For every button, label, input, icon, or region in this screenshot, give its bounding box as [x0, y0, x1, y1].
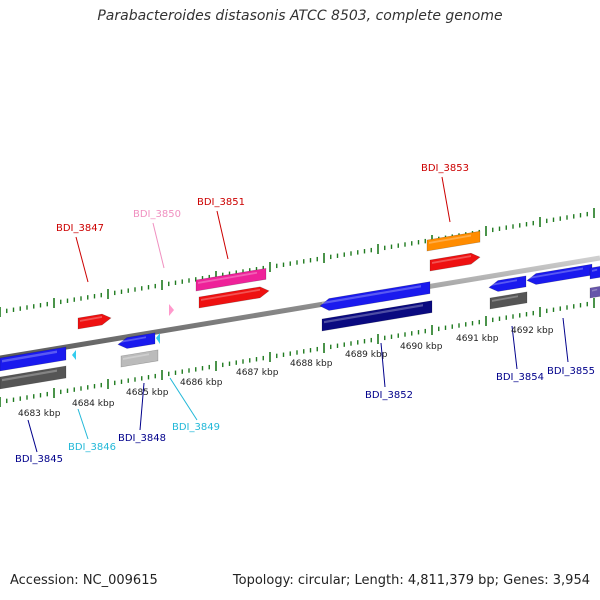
accession-label: Accession: NC_009615: [10, 573, 158, 588]
gene-feature-bdi-3850[interactable]: [169, 304, 174, 316]
gene-feature-bdi-3846[interactable]: [72, 350, 76, 360]
gene-feature-edge-track[interactable]: [589, 286, 600, 299]
gene-label-bdi-3854[interactable]: BDI_3854: [496, 372, 544, 383]
callout-bdi-3848: [139, 382, 145, 431]
scale-label: 4691 kbp: [456, 334, 499, 344]
gene-feature-bdi-3852[interactable]: [319, 281, 431, 311]
gene-feature-bdi-3854[interactable]: [488, 275, 527, 292]
gene-label-bdi-3852[interactable]: BDI_3852: [365, 390, 413, 401]
gene-callouts: [27, 176, 569, 453]
gene-labels: BDI_3845 BDI_3846 BDI_3847 BDI_3848 BDI_…: [15, 163, 595, 465]
callout-bdi-3847: [75, 236, 89, 283]
callout-bdi-3851: [216, 210, 229, 260]
scale-label: 4683 kbp: [18, 409, 61, 419]
gene-label-bdi-3845[interactable]: BDI_3845: [15, 454, 63, 465]
callout-bdi-3853: [441, 176, 451, 223]
scale-labels: 4683 kbp 4684 kbp 4685 kbp 4686 kbp 4687…: [18, 326, 554, 419]
callout-bdi-3845: [27, 419, 38, 453]
scale-label: 4690 kbp: [400, 342, 443, 352]
genome-backbone: [0, 255, 600, 361]
map-title: Parabacteroides distasonis ATCC 8503, co…: [97, 8, 503, 24]
scale-label: 4688 kbp: [290, 359, 333, 369]
gene-label-bdi-3849[interactable]: BDI_3849: [172, 422, 220, 433]
gene-label-bdi-3848[interactable]: BDI_3848: [118, 433, 166, 444]
scale-label: 4687 kbp: [236, 368, 279, 378]
genome-summary: Topology: circular; Length: 4,811,379 bp…: [232, 573, 590, 588]
gene-feature-bdi-3848[interactable]: [117, 332, 156, 349]
lower-tick-track: [0, 298, 595, 407]
gene-feature-bdi-3847[interactable]: [77, 313, 112, 330]
callout-bdi-3852: [380, 342, 386, 388]
gene-label-bdi-3850[interactable]: BDI_3850: [133, 209, 181, 220]
gene-feature-bdi-3848-track[interactable]: [120, 349, 159, 368]
gene-label-bdi-3855[interactable]: BDI_3855: [547, 366, 595, 377]
gene-feature-bdi-3852-track[interactable]: [321, 300, 433, 332]
callout-bdi-3846: [77, 408, 89, 440]
gene-feature-bdi-3851[interactable]: [198, 286, 270, 309]
scale-label: 4689 kbp: [345, 350, 388, 360]
callout-bdi-3850: [152, 222, 165, 269]
gene-label-bdi-3851[interactable]: BDI_3851: [197, 197, 245, 208]
gene-feature-bdi-3846-track[interactable]: [0, 365, 67, 390]
callout-bdi-3855: [562, 317, 569, 363]
gene-feature-bdi-3853-upper[interactable]: [426, 230, 481, 252]
scale-label: 4692 kbp: [511, 326, 554, 336]
gene-features: [0, 230, 600, 390]
upper-tick-track: [0, 208, 595, 317]
gene-feature-bdi-3854-track[interactable]: [489, 291, 528, 310]
gene-label-bdi-3846[interactable]: BDI_3846: [68, 442, 116, 453]
scale-label: 4685 kbp: [126, 388, 169, 398]
gene-feature-edge[interactable]: [589, 266, 600, 280]
gene-label-bdi-3853[interactable]: BDI_3853: [421, 163, 469, 174]
scale-label: 4686 kbp: [180, 378, 223, 388]
callout-bdi-3854: [511, 325, 518, 370]
gene-feature-bdi-3845[interactable]: [0, 346, 67, 372]
gene-feature-bdi-3849[interactable]: [156, 333, 160, 344]
gene-label-bdi-3847[interactable]: BDI_3847: [56, 223, 104, 234]
callout-bdi-3849: [169, 377, 198, 421]
gene-feature-bdi-3851-upper[interactable]: [195, 267, 267, 292]
gene-feature-bdi-3853[interactable]: [429, 252, 481, 272]
scale-label: 4684 kbp: [72, 399, 115, 409]
